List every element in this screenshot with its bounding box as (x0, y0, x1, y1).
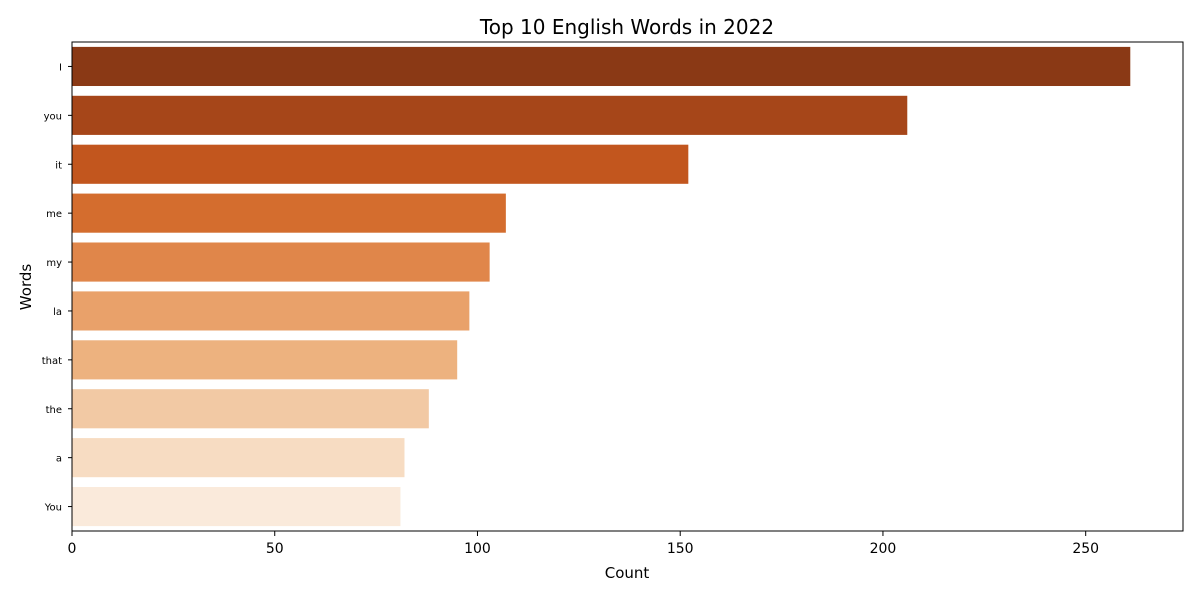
bars-group (72, 46, 1131, 527)
x-tick-label: 150 (667, 541, 694, 557)
y-tick-label: la (53, 307, 62, 318)
plot-frame (71, 41, 1184, 532)
x-tick-label: 200 (870, 541, 897, 557)
bar-8 (72, 389, 429, 429)
y-tick-label: You (44, 503, 62, 514)
y-tick-label: the (46, 405, 62, 416)
y-tick-label: I (59, 62, 62, 73)
bar-6 (72, 291, 470, 331)
y-tick-label: it (55, 160, 62, 171)
y-tick-label: that (42, 356, 62, 367)
x-tick-label: 50 (266, 541, 284, 557)
y-axis-label: Words (17, 264, 35, 311)
bar-10 (72, 486, 401, 527)
y-tick-label: me (46, 209, 62, 220)
bar-9 (72, 438, 405, 478)
bar-5 (72, 242, 490, 282)
bar-7 (72, 340, 458, 380)
bar-3 (72, 144, 689, 184)
bar-2 (72, 95, 908, 135)
chart-title: Top 10 English Words in 2022 (479, 15, 774, 39)
bar-1 (72, 46, 1131, 87)
x-tick-label: 250 (1072, 541, 1099, 557)
bar-4 (72, 193, 506, 233)
x-tick-label: 100 (464, 541, 491, 557)
y-tick-label: you (44, 111, 62, 122)
x-ticks: 0 50 100 150 200 250 (68, 531, 1099, 557)
y-tick-label: a (56, 454, 62, 465)
x-axis-label: Count (605, 564, 650, 582)
x-tick-label: 0 (68, 541, 77, 557)
y-tick-label: my (46, 258, 62, 269)
